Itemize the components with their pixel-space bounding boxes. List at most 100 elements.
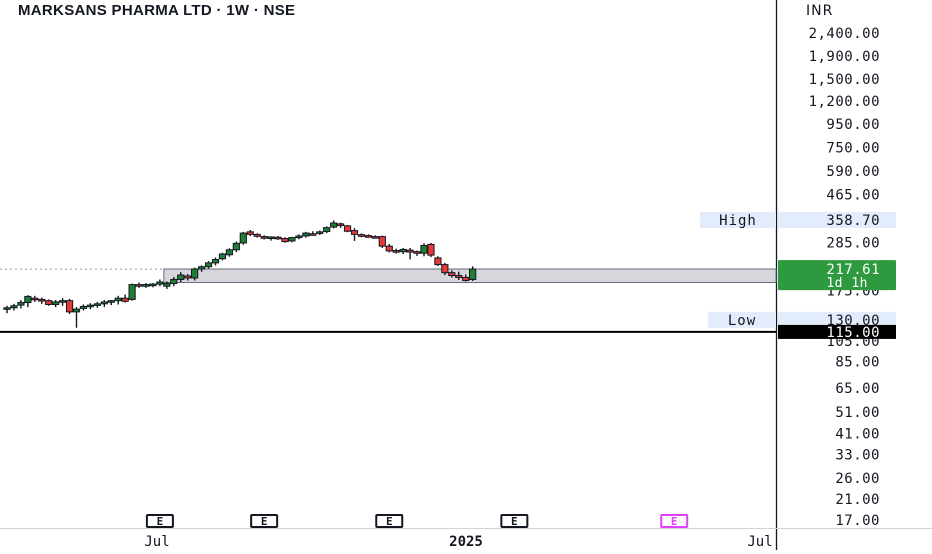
- candle[interactable]: [413, 250, 421, 256]
- candle-body: [142, 284, 150, 287]
- candle[interactable]: [198, 265, 206, 272]
- candle[interactable]: [86, 303, 95, 310]
- candle[interactable]: [17, 300, 25, 309]
- candle[interactable]: [211, 257, 220, 266]
- earnings-badge[interactable]: E: [500, 514, 529, 528]
- candle-body: [406, 249, 414, 253]
- candle[interactable]: [142, 283, 150, 288]
- candle[interactable]: [135, 282, 143, 288]
- earnings-badge-frame: [500, 514, 529, 528]
- candle[interactable]: [163, 281, 171, 289]
- earnings-badge[interactable]: E: [375, 514, 404, 528]
- candle[interactable]: [31, 295, 39, 302]
- candle[interactable]: [281, 237, 289, 243]
- candle[interactable]: [156, 279, 164, 287]
- candle[interactable]: [93, 301, 101, 308]
- candle[interactable]: [59, 298, 67, 306]
- candle[interactable]: [455, 271, 463, 280]
- candle[interactable]: [392, 248, 400, 254]
- currency-label[interactable]: INR: [806, 3, 834, 19]
- candle[interactable]: [323, 226, 331, 234]
- earnings-badge-upcoming[interactable]: E: [660, 514, 689, 528]
- candle[interactable]: [79, 304, 88, 311]
- candle[interactable]: [343, 224, 352, 233]
- candle-body: [337, 223, 345, 226]
- candle[interactable]: [357, 233, 366, 238]
- price-tick-label: 85.00: [835, 355, 880, 371]
- candle-body: [295, 235, 303, 239]
- high-label-bg: [700, 212, 776, 229]
- bar-countdown: 1d 1h: [826, 276, 868, 291]
- candle[interactable]: [107, 300, 115, 306]
- low-label: Low: [728, 313, 756, 329]
- candle[interactable]: [232, 241, 240, 253]
- candle[interactable]: [177, 272, 185, 283]
- price-tick-label: 51.00: [835, 405, 880, 421]
- candle[interactable]: [204, 261, 213, 269]
- candle[interactable]: [121, 294, 129, 303]
- candle[interactable]: [371, 235, 379, 239]
- candle[interactable]: [239, 231, 247, 245]
- candle[interactable]: [364, 234, 372, 238]
- candle[interactable]: [302, 231, 310, 238]
- candle[interactable]: [385, 244, 393, 253]
- candle[interactable]: [295, 234, 303, 240]
- candle[interactable]: [288, 236, 296, 243]
- candle[interactable]: [65, 298, 74, 314]
- candle[interactable]: [128, 283, 136, 301]
- candle[interactable]: [191, 267, 199, 281]
- candle[interactable]: [434, 256, 442, 266]
- candle-body: [239, 232, 247, 244]
- candle-body: [288, 237, 296, 242]
- candle[interactable]: [72, 307, 81, 328]
- candle[interactable]: [100, 300, 108, 308]
- candle[interactable]: [337, 222, 345, 228]
- candle[interactable]: [114, 295, 122, 305]
- candle[interactable]: [253, 233, 261, 238]
- candle[interactable]: [274, 235, 282, 240]
- candle-body: [448, 272, 456, 277]
- candle[interactable]: [184, 274, 192, 281]
- candle[interactable]: [45, 299, 53, 306]
- candle[interactable]: [170, 276, 178, 287]
- candle-body: [246, 231, 254, 235]
- candle-body: [107, 300, 115, 303]
- candle-body: [170, 278, 178, 285]
- level-value-bg: [778, 324, 896, 339]
- candle[interactable]: [399, 247, 407, 254]
- earnings-badge[interactable]: E: [145, 514, 174, 528]
- price-tick-label: 1,200.00: [809, 94, 880, 110]
- candle[interactable]: [24, 295, 32, 308]
- candle[interactable]: [316, 230, 324, 235]
- candle[interactable]: [330, 220, 338, 229]
- candle-body: [316, 231, 324, 234]
- candle[interactable]: [3, 305, 11, 314]
- candle-body: [253, 233, 261, 237]
- candle-body: [93, 303, 101, 306]
- candle[interactable]: [427, 242, 435, 258]
- earnings-badge-frame: [250, 514, 279, 528]
- candle[interactable]: [448, 270, 456, 278]
- candle[interactable]: [309, 231, 317, 236]
- candle[interactable]: [246, 230, 254, 236]
- candle[interactable]: [462, 274, 470, 282]
- candle[interactable]: [378, 235, 386, 248]
- candle[interactable]: [420, 243, 428, 257]
- candle[interactable]: [10, 303, 18, 311]
- candle[interactable]: [52, 300, 60, 308]
- candle[interactable]: [441, 262, 449, 276]
- candle-body: [232, 242, 240, 251]
- last-price-bg: [778, 260, 896, 291]
- candle[interactable]: [149, 283, 157, 288]
- candle[interactable]: [267, 236, 275, 241]
- candle[interactable]: [260, 235, 268, 240]
- candle[interactable]: [350, 228, 359, 241]
- candle[interactable]: [38, 297, 46, 304]
- candle[interactable]: [218, 252, 227, 261]
- candle[interactable]: [406, 247, 414, 260]
- candle[interactable]: [225, 248, 234, 257]
- candle[interactable]: [469, 266, 477, 281]
- earnings-badge[interactable]: E: [250, 514, 279, 528]
- candle-body: [59, 300, 67, 303]
